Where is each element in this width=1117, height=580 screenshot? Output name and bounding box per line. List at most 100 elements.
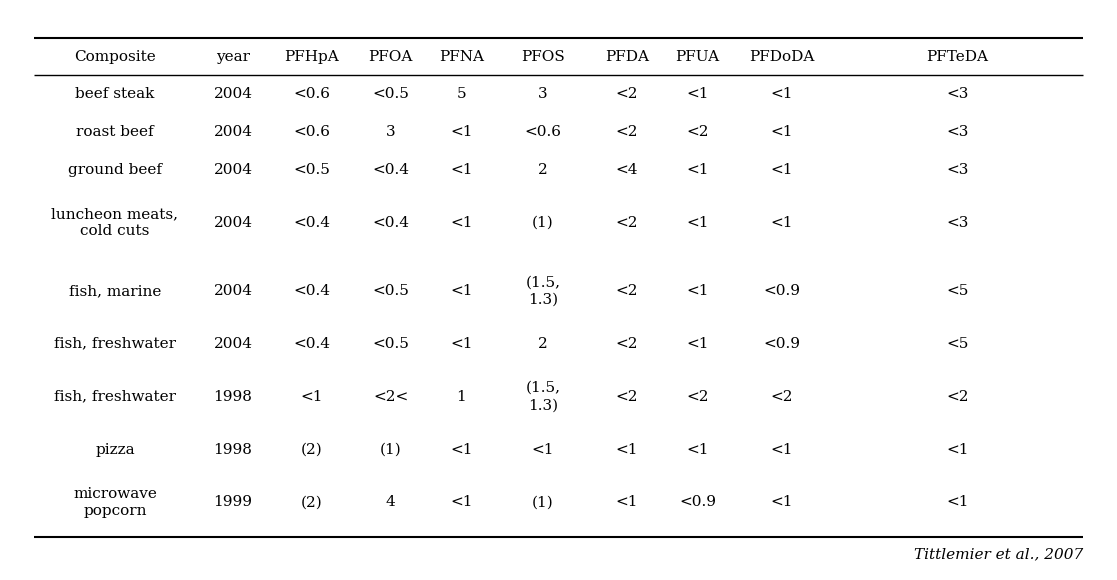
- Text: PFUA: PFUA: [676, 49, 719, 64]
- Text: microwave
popcorn: microwave popcorn: [73, 487, 156, 518]
- Text: (2): (2): [300, 495, 323, 509]
- Text: pizza: pizza: [95, 443, 135, 456]
- Text: <1: <1: [615, 443, 638, 456]
- Text: <2: <2: [686, 125, 709, 139]
- Text: beef steak: beef steak: [75, 88, 154, 102]
- Text: <1: <1: [615, 495, 638, 509]
- Text: 2: 2: [538, 163, 547, 177]
- Text: <1: <1: [450, 495, 472, 509]
- Text: <1: <1: [450, 337, 472, 351]
- Text: 2004: 2004: [213, 125, 252, 139]
- Text: <0.9: <0.9: [763, 337, 800, 351]
- Text: <0.5: <0.5: [372, 337, 409, 351]
- Text: 1: 1: [457, 390, 466, 404]
- Text: <1: <1: [300, 390, 323, 404]
- Text: PFNA: PFNA: [439, 49, 484, 64]
- Text: <1: <1: [450, 443, 472, 456]
- Text: (1): (1): [380, 443, 401, 456]
- Text: <1: <1: [771, 443, 793, 456]
- Text: fish, freshwater: fish, freshwater: [54, 390, 175, 404]
- Text: <1: <1: [686, 216, 709, 230]
- Text: <0.4: <0.4: [294, 284, 331, 298]
- Text: <2: <2: [615, 390, 638, 404]
- Text: <0.9: <0.9: [763, 284, 800, 298]
- Text: PFHpA: PFHpA: [285, 49, 340, 64]
- Text: <2: <2: [615, 125, 638, 139]
- Text: <2: <2: [771, 390, 793, 404]
- Text: <1: <1: [686, 443, 709, 456]
- Text: <0.5: <0.5: [372, 284, 409, 298]
- Text: <1: <1: [686, 284, 709, 298]
- Text: PFDA: PFDA: [604, 49, 649, 64]
- Text: 3: 3: [385, 125, 395, 139]
- Text: <1: <1: [450, 163, 472, 177]
- Text: <0.4: <0.4: [372, 163, 409, 177]
- Text: <3: <3: [946, 125, 968, 139]
- Text: <1: <1: [686, 337, 709, 351]
- Text: <3: <3: [946, 88, 968, 102]
- Text: <2<: <2<: [373, 390, 408, 404]
- Text: PFDoDA: PFDoDA: [748, 49, 814, 64]
- Text: fish, marine: fish, marine: [69, 284, 161, 298]
- Text: (1.5,
1.3): (1.5, 1.3): [525, 275, 561, 306]
- Text: <1: <1: [771, 163, 793, 177]
- Text: 2004: 2004: [213, 284, 252, 298]
- Text: <0.9: <0.9: [679, 495, 716, 509]
- Text: <0.5: <0.5: [294, 163, 331, 177]
- Text: <1: <1: [771, 495, 793, 509]
- Text: <1: <1: [450, 216, 472, 230]
- Text: <0.6: <0.6: [294, 125, 331, 139]
- Text: luncheon meats,
cold cuts: luncheon meats, cold cuts: [51, 207, 179, 238]
- Text: <2: <2: [615, 337, 638, 351]
- Text: 1998: 1998: [213, 443, 252, 456]
- Text: <1: <1: [686, 88, 709, 102]
- Text: <1: <1: [532, 443, 554, 456]
- Text: 3: 3: [538, 88, 547, 102]
- Text: PFOS: PFOS: [521, 49, 564, 64]
- Text: 5: 5: [457, 88, 466, 102]
- Text: <2: <2: [615, 216, 638, 230]
- Text: (1.5,
1.3): (1.5, 1.3): [525, 381, 561, 412]
- Text: PFTeDA: PFTeDA: [926, 49, 989, 64]
- Text: 4: 4: [385, 495, 395, 509]
- Text: 1999: 1999: [213, 495, 252, 509]
- Text: <2: <2: [615, 284, 638, 298]
- Text: <1: <1: [686, 163, 709, 177]
- Text: 2004: 2004: [213, 88, 252, 102]
- Text: 2004: 2004: [213, 216, 252, 230]
- Text: (1): (1): [532, 495, 554, 509]
- Text: <5: <5: [946, 337, 968, 351]
- Text: <0.4: <0.4: [294, 216, 331, 230]
- Text: ground beef: ground beef: [68, 163, 162, 177]
- Text: 1998: 1998: [213, 390, 252, 404]
- Text: <0.4: <0.4: [294, 337, 331, 351]
- Text: <1: <1: [946, 443, 968, 456]
- Text: 2: 2: [538, 337, 547, 351]
- Text: Tittlemier et al., 2007: Tittlemier et al., 2007: [914, 547, 1083, 561]
- Text: roast beef: roast beef: [76, 125, 154, 139]
- Text: PFOA: PFOA: [369, 49, 412, 64]
- Text: <0.5: <0.5: [372, 88, 409, 102]
- Text: 2004: 2004: [213, 337, 252, 351]
- Text: <4: <4: [615, 163, 638, 177]
- Text: <3: <3: [946, 163, 968, 177]
- Text: 2004: 2004: [213, 163, 252, 177]
- Text: <5: <5: [946, 284, 968, 298]
- Text: fish, freshwater: fish, freshwater: [54, 337, 175, 351]
- Text: <0.6: <0.6: [294, 88, 331, 102]
- Text: <2: <2: [615, 88, 638, 102]
- Text: <0.6: <0.6: [524, 125, 561, 139]
- Text: <3: <3: [946, 216, 968, 230]
- Text: year: year: [216, 49, 250, 64]
- Text: <1: <1: [771, 88, 793, 102]
- Text: <1: <1: [946, 495, 968, 509]
- Text: <1: <1: [771, 216, 793, 230]
- Text: <2: <2: [686, 390, 709, 404]
- Text: (2): (2): [300, 443, 323, 456]
- Text: Composite: Composite: [74, 49, 155, 64]
- Text: <1: <1: [450, 284, 472, 298]
- Text: (1): (1): [532, 216, 554, 230]
- Text: <0.4: <0.4: [372, 216, 409, 230]
- Text: <2: <2: [946, 390, 968, 404]
- Text: <1: <1: [450, 125, 472, 139]
